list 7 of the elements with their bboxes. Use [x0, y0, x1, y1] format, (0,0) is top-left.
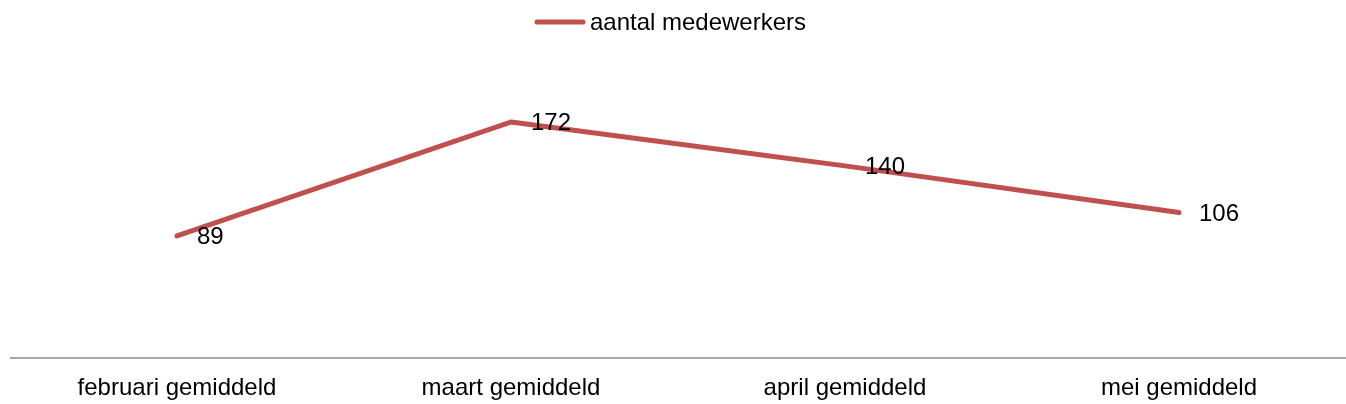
x-tick-label: maart gemiddeld	[421, 373, 601, 401]
x-tick-label: februari gemiddeld	[77, 373, 277, 401]
x-tick-label: april gemiddeld	[763, 373, 927, 401]
data-label: 106	[1199, 199, 1240, 227]
x-tick-label: mei gemiddeld	[1100, 373, 1258, 401]
data-label: 89	[197, 222, 224, 250]
legend-label: aantal medewerkers	[589, 8, 807, 36]
